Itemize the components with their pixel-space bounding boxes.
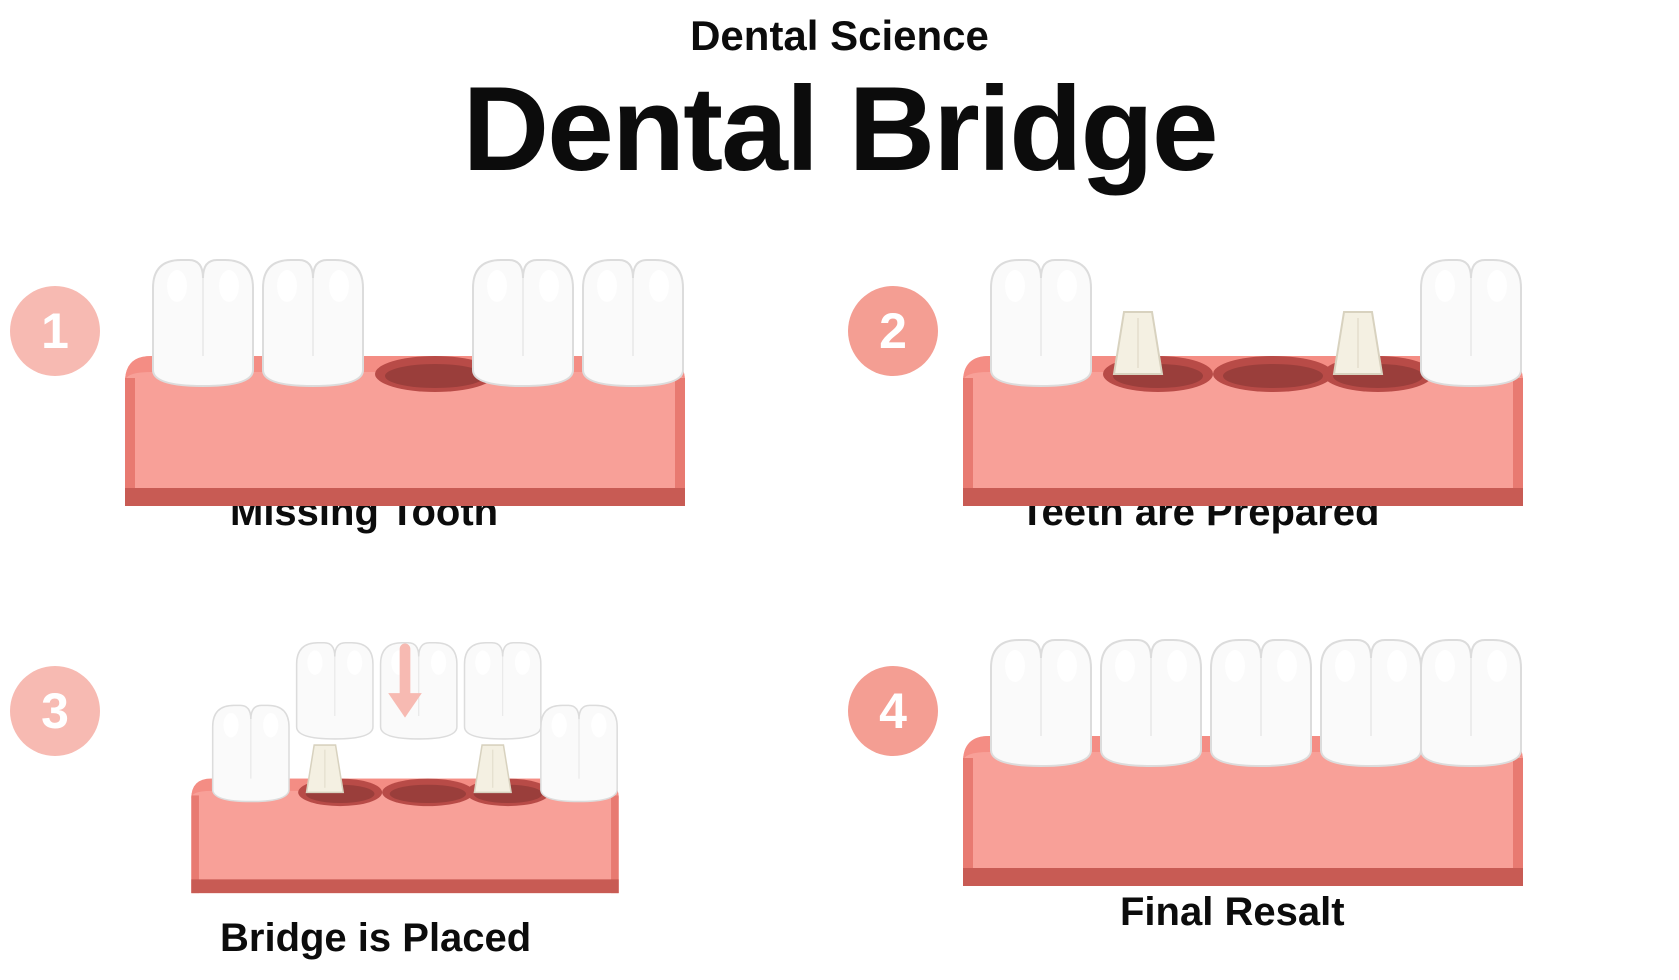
diagram-step-3 (115, 626, 695, 916)
subtitle: Dental Science (0, 12, 1679, 60)
step-badge-3: 3 (10, 666, 100, 756)
step-label-3: Bridge is Placed (220, 916, 531, 961)
main-title: Dental Bridge (0, 60, 1679, 198)
step-badge-4: 4 (848, 666, 938, 756)
step-badge-1: 1 (10, 286, 100, 376)
diagram-step-1 (115, 246, 695, 536)
diagram-step-2 (953, 246, 1533, 536)
diagram-step-4 (953, 626, 1533, 916)
infographic-root: Dental Science Dental Bridge 1Missing To… (0, 0, 1679, 980)
step-badge-2: 2 (848, 286, 938, 376)
